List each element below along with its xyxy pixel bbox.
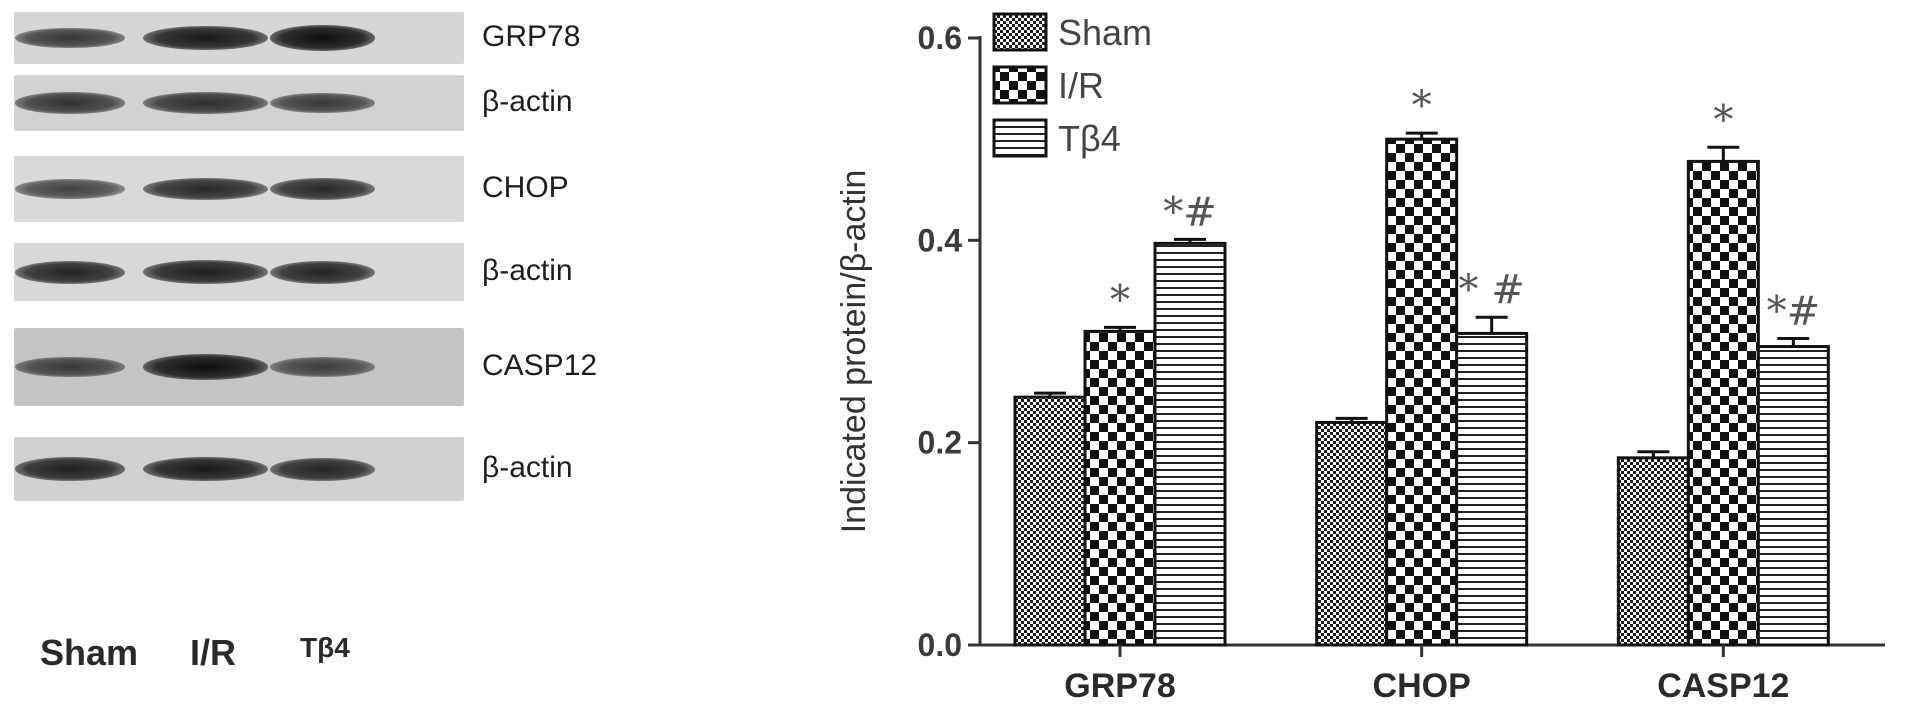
legend-swatch bbox=[992, 12, 1048, 52]
significance-mark: * bbox=[1110, 277, 1130, 323]
legend-label: I/R bbox=[1058, 65, 1104, 106]
x-category-label: GRP78 bbox=[1064, 667, 1176, 705]
blot-protein-label: CHOP bbox=[482, 171, 569, 204]
blot-band bbox=[269, 457, 375, 481]
bar-sham bbox=[1315, 420, 1389, 647]
blot-panel bbox=[14, 437, 464, 501]
bar-i-r bbox=[1083, 329, 1157, 647]
blot-protein-label: GRP78 bbox=[482, 20, 581, 53]
legend-swatch bbox=[992, 65, 1048, 105]
blot-protein-label: CASP12 bbox=[482, 349, 598, 382]
legend-swatch bbox=[992, 118, 1048, 158]
significance-mark: * # bbox=[1459, 267, 1525, 313]
blot-band bbox=[269, 25, 375, 51]
significance-mark: * bbox=[1412, 83, 1432, 129]
blot-band bbox=[142, 177, 268, 201]
bar-t-4 bbox=[1455, 331, 1529, 647]
bar-i-r bbox=[1385, 137, 1459, 647]
blot-lane-label: Sham bbox=[40, 632, 139, 673]
legend-label: Sham bbox=[1058, 12, 1152, 53]
blot-band bbox=[269, 177, 375, 201]
legend-label: Tβ4 bbox=[1058, 118, 1121, 159]
blot-band bbox=[142, 354, 268, 380]
blot-protein-label: β-actin bbox=[482, 254, 573, 287]
blot-band bbox=[142, 92, 268, 114]
blot-band bbox=[142, 25, 268, 51]
significance-mark: *# bbox=[1767, 288, 1821, 334]
y-tick-label: 0.0 bbox=[918, 627, 962, 663]
blot-panel bbox=[14, 12, 464, 64]
blot-panel bbox=[14, 156, 464, 222]
x-category-label: CASP12 bbox=[1657, 667, 1789, 705]
significance-mark: * bbox=[1713, 97, 1733, 143]
blot-band bbox=[15, 179, 125, 199]
blot-band bbox=[15, 260, 125, 284]
bar-sham bbox=[1616, 456, 1690, 647]
blot-panel bbox=[14, 328, 464, 406]
blot-lane-label: Tβ4 bbox=[300, 632, 350, 663]
y-tick-label: 0.2 bbox=[918, 425, 962, 461]
y-axis-label: Indicated protein/β-actin bbox=[835, 170, 873, 534]
bar-t-4 bbox=[1756, 345, 1830, 647]
bar-t-4 bbox=[1153, 241, 1227, 647]
bar-i-r bbox=[1686, 159, 1760, 647]
western-blot-figure: GRP78 β-actin CHOP β-actin CASP12 β-actin Sham… bbox=[0, 0, 640, 726]
blot-protein-label: β-actin bbox=[482, 85, 573, 118]
blot-lane-label: I/R bbox=[190, 632, 237, 673]
y-tick-label: 0.6 bbox=[918, 20, 962, 56]
x-category-label: CHOP bbox=[1373, 667, 1471, 705]
blot-band bbox=[142, 456, 268, 482]
blot-panel bbox=[14, 243, 464, 301]
significance-mark: *# bbox=[1163, 189, 1217, 235]
blot-protein-label: β-actin bbox=[482, 451, 573, 484]
blot-band bbox=[15, 457, 125, 481]
blot-band bbox=[15, 356, 125, 378]
blot-band bbox=[15, 92, 125, 114]
blot-band bbox=[269, 260, 375, 284]
blot-band bbox=[269, 92, 375, 114]
blot-band bbox=[269, 357, 375, 377]
blot-panel bbox=[14, 75, 464, 131]
blot-band bbox=[15, 27, 125, 49]
blot-band bbox=[142, 260, 268, 284]
bar-sham bbox=[1013, 395, 1087, 647]
bar-chart: 0.0 0.2 0.4 0.6 Indicated protein/β-actin * *#… bbox=[835, 12, 1885, 705]
y-tick-label: 0.4 bbox=[918, 222, 963, 258]
